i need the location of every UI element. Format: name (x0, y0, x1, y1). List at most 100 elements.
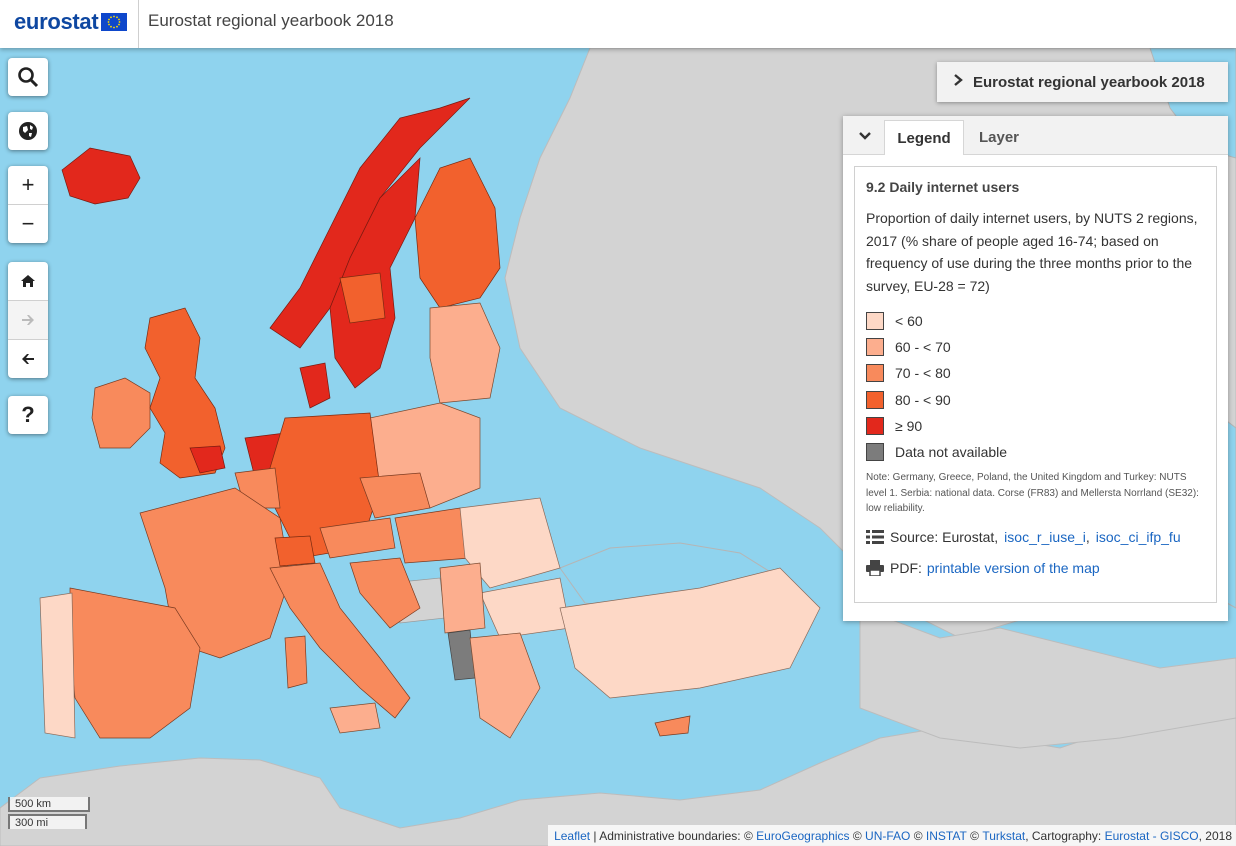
legend-item: 80 - < 90 (866, 387, 1007, 413)
search-control[interactable] (8, 58, 48, 96)
region-switzerland (274, 535, 316, 567)
eurostat-logo[interactable]: eurostat (14, 9, 128, 35)
legend-swatch (866, 364, 884, 383)
header-bar: eurostat Eurostat regional yearbook 2018 (0, 0, 1236, 48)
region-turkey (559, 567, 821, 699)
header-divider (138, 0, 139, 48)
globe-button[interactable] (8, 112, 48, 150)
region-finland (414, 157, 501, 309)
zoom-control[interactable]: + − (8, 166, 48, 243)
legend-label: Data not available (895, 444, 1008, 461)
region-cyprus (654, 715, 691, 737)
region-greece (469, 632, 541, 739)
yearbook-label: Eurostat regional yearbook 2018 (973, 73, 1205, 91)
instat-link[interactable]: INSTAT (925, 828, 967, 843)
page-title: Eurostat regional yearbook 2018 (148, 11, 394, 30)
region-serbia (439, 562, 486, 634)
panel-tabs: Legend Layer (843, 116, 1228, 155)
legend-panel: Legend Layer 9.2 Daily internet users Pr… (843, 116, 1228, 621)
legend-label: 60 - < 70 (895, 339, 951, 356)
source-line: Source: Eurostat, isoc_r_iuse_i, isoc_ci… (866, 529, 1181, 545)
legend-swatch (866, 312, 884, 331)
pdf-label: PDF: (890, 560, 922, 576)
region-sweden (329, 157, 421, 389)
scale-km: 500 km (8, 797, 90, 812)
region-iceland (61, 147, 141, 205)
globe-control[interactable] (8, 112, 48, 150)
legend-classes: < 60 60 - < 70 70 - < 80 80 - < 90 ≥ 90 … (866, 308, 1007, 465)
scale-bar: 500 km 300 mi (8, 797, 90, 829)
legend-note: Note: Germany, Greece, Poland, the Unite… (866, 472, 1199, 514)
turkstat-link[interactable]: Turkstat (982, 828, 1026, 843)
legend-item: ≥ 90 (866, 413, 1007, 439)
zoom-in-button[interactable]: + (8, 166, 48, 205)
region-romania (459, 497, 561, 589)
globe-icon (19, 122, 37, 140)
pdf-line: PDF: printable version of the map (866, 560, 1100, 576)
navigation-control[interactable] (8, 262, 48, 378)
legend-swatch (866, 390, 884, 409)
legend-swatch (866, 443, 884, 462)
gisco-link[interactable]: Eurostat - GISCO (1104, 828, 1199, 843)
legend-label: 70 - < 80 (895, 365, 951, 382)
back-button[interactable] (8, 340, 48, 378)
print-icon (866, 560, 884, 576)
search-icon (18, 67, 39, 88)
arrow-right-icon (22, 315, 34, 325)
legend-item: 60 - < 70 (866, 334, 1007, 360)
forward-button[interactable] (8, 301, 48, 340)
source-link-iuse[interactable]: isoc_r_iuse_i (1004, 529, 1086, 545)
collapse-panel-button[interactable] (853, 124, 877, 148)
legend-title: 9.2 Daily internet users (866, 179, 1020, 195)
search-button[interactable] (8, 58, 48, 96)
home-button[interactable] (8, 262, 48, 301)
eurogeographics-link[interactable]: EuroGeographics (756, 828, 850, 843)
legend-swatch (866, 338, 884, 357)
region-hungary (394, 507, 471, 564)
region-czechia (359, 472, 431, 519)
scale-mi: 300 mi (8, 814, 87, 829)
tab-legend[interactable]: Legend (884, 120, 964, 155)
attribution-text: © (910, 828, 926, 843)
land-middle-east (859, 607, 1236, 749)
zoom-out-button[interactable]: − (21, 211, 35, 236)
source-link-ifp[interactable]: isoc_ci_ifp_fu (1095, 529, 1181, 545)
region-ireland (91, 377, 151, 449)
home-icon (21, 275, 35, 287)
region-denmark (299, 362, 331, 409)
source-label: Source: Eurostat, (890, 529, 999, 545)
attribution-text: | Administrative boundaries: © (590, 828, 757, 843)
region-italy (269, 562, 411, 719)
legend-content: 9.2 Daily internet users Proportion of d… (854, 166, 1217, 603)
region-baltics (429, 302, 501, 404)
arrow-left-icon (22, 354, 34, 364)
region-uk (144, 307, 226, 479)
unfao-link[interactable]: UN-FAO (865, 828, 911, 843)
chevron-down-icon (859, 132, 871, 140)
region-portugal (39, 592, 76, 739)
legend-item: < 60 (866, 308, 1007, 334)
region-austria (319, 517, 396, 559)
tab-layer[interactable]: Layer (978, 128, 1020, 146)
help-button[interactable]: ? (21, 402, 35, 427)
region-sardinia (284, 635, 308, 689)
leaflet-link[interactable]: Leaflet (554, 828, 591, 843)
region-london (189, 445, 226, 474)
region-croatia (349, 557, 421, 629)
help-control[interactable]: ? (8, 396, 48, 434)
legend-label: < 60 (895, 313, 923, 330)
attribution-text: © (966, 828, 983, 843)
yearbook-toggle[interactable]: Eurostat regional yearbook 2018 (937, 62, 1228, 102)
legend-item: 70 - < 80 (866, 360, 1007, 386)
legend-item: Data not available (866, 439, 1007, 465)
map-attribution: Leaflet | Administrative boundaries: © E… (548, 825, 1236, 846)
region-sicily (329, 702, 381, 734)
attribution-text: © (849, 828, 866, 843)
eu-flag-icon (101, 13, 128, 31)
attribution-text: , 2018 (1198, 828, 1232, 843)
legend-description: Proportion of daily internet users, by N… (866, 210, 1198, 294)
logo-text: eurostat (14, 9, 99, 34)
legend-label: 80 - < 90 (895, 391, 951, 408)
table-icon (866, 530, 884, 544)
pdf-link[interactable]: printable version of the map (926, 560, 1100, 576)
